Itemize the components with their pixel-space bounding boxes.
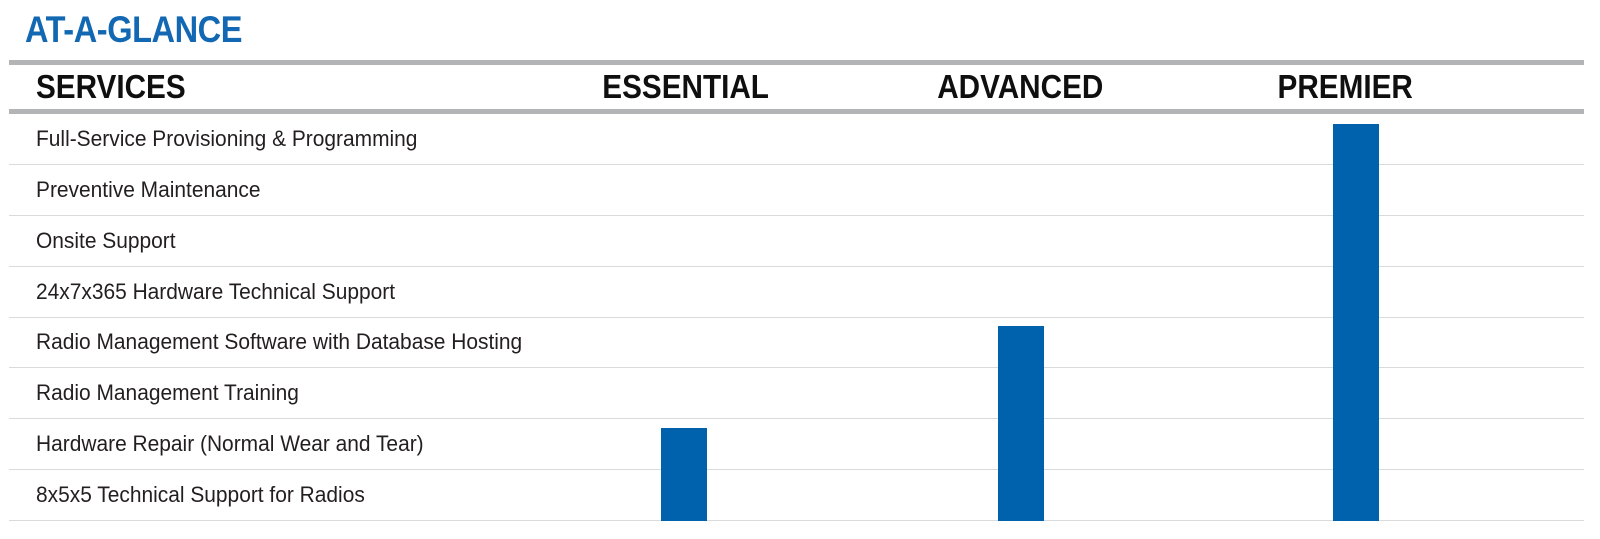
header-top-rule — [9, 60, 1584, 65]
premier-column-header: PREMIER — [1277, 68, 1413, 105]
premier-coverage-bar — [1333, 124, 1379, 521]
header-bottom-rule — [9, 109, 1584, 114]
table-body: Full-Service Provisioning & Programming … — [9, 114, 1584, 521]
table-header-row: SERVICES ESSENTIAL ADVANCED PREMIER — [0, 65, 1600, 109]
table-row: 8x5x5 Technical Support for Radios — [9, 470, 1584, 521]
service-label: 24x7x365 Hardware Technical Support — [36, 278, 396, 304]
service-label: Hardware Repair (Normal Wear and Tear) — [36, 431, 424, 457]
service-label: 8x5x5 Technical Support for Radios — [36, 482, 365, 508]
service-label: Radio Management Software with Database … — [36, 329, 523, 355]
essential-column-header: ESSENTIAL — [602, 68, 770, 105]
advanced-coverage-bar — [998, 326, 1044, 521]
service-label: Preventive Maintenance — [36, 176, 261, 202]
table-row: Hardware Repair (Normal Wear and Tear) — [9, 419, 1584, 471]
essential-coverage-bar — [661, 428, 707, 521]
service-label: Onsite Support — [36, 227, 176, 253]
table-row: Radio Management Software with Database … — [9, 318, 1584, 369]
table-row: 24x7x365 Hardware Technical Support — [9, 267, 1584, 318]
table-row: Full-Service Provisioning & Programming — [9, 114, 1584, 165]
service-label: Radio Management Training — [36, 380, 299, 406]
table-row: Onsite Support — [9, 216, 1584, 267]
service-label: Full-Service Provisioning & Programming — [36, 125, 418, 151]
services-column-header: SERVICES — [36, 68, 186, 105]
table-row: Preventive Maintenance — [9, 165, 1584, 216]
advanced-column-header: ADVANCED — [936, 68, 1104, 105]
table-row: Radio Management Training — [9, 368, 1584, 420]
page-title: AT-A-GLANCE — [25, 9, 243, 50]
